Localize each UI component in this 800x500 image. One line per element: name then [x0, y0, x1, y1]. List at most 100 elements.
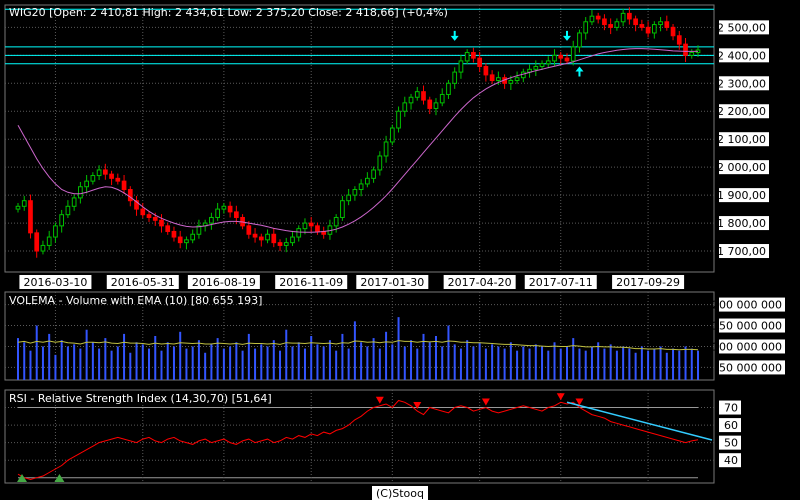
price-candle: [439, 88, 445, 107]
y-tick-label: 1 800,00: [717, 217, 766, 230]
y-tick-box: [719, 244, 769, 259]
candle-body: [545, 60, 551, 65]
candle-body: [71, 197, 77, 207]
y-tick-label: 1 900,00: [717, 189, 766, 202]
candle-body: [483, 66, 489, 76]
candle-body: [152, 216, 158, 221]
price-candle: [165, 222, 171, 235]
candle-body: [583, 21, 589, 34]
price-candle: [471, 47, 476, 63]
rsi-sell-signal: [375, 396, 384, 404]
candle-body: [377, 155, 383, 171]
price-candle: [577, 29, 582, 53]
date-axis: 2016-03-10 2016-05-31 2016-08-19 2016-11-09…: [19, 275, 685, 289]
candle-body: [396, 110, 401, 129]
candle-body: [620, 12, 626, 23]
rsi-y-tick-box: [719, 435, 741, 450]
price-candle: [620, 8, 626, 27]
price-candle: [121, 174, 127, 194]
price-candle: [134, 195, 139, 216]
price-candle: [90, 172, 96, 185]
price-candle: [658, 17, 663, 32]
x-tick-box: [443, 275, 516, 289]
candle-body: [446, 82, 451, 95]
candle-body: [308, 222, 314, 227]
price-candle: [283, 237, 289, 253]
price-candle: [227, 201, 233, 218]
price-candle: [127, 186, 133, 207]
candle-body: [146, 214, 152, 218]
candle-body: [221, 205, 227, 210]
price-candle: [464, 49, 470, 65]
candle-body: [658, 21, 663, 26]
price-candle: [340, 195, 345, 221]
y-tick-label: 2 000,00: [717, 161, 766, 174]
rsi-y-tick-label: 70: [724, 402, 738, 415]
price-candle: [221, 202, 227, 214]
candle-body: [159, 219, 164, 227]
y-tick-box: [719, 188, 769, 203]
price-candle: [539, 60, 545, 70]
candle-body: [34, 232, 40, 252]
x-tick-box: [187, 275, 260, 289]
volume-ema-line: [17, 340, 699, 351]
candle-body: [346, 194, 351, 202]
x-tick-label: 2016-05-31: [111, 276, 175, 289]
candle-body: [427, 99, 433, 109]
price-candle: [346, 188, 351, 206]
candle-body: [28, 200, 33, 234]
candle-body: [508, 79, 514, 84]
candle-body: [21, 200, 27, 207]
x-tick-label: 2016-08-19: [192, 276, 256, 289]
price-candle: [53, 222, 58, 243]
price-panel-title: WIG20 [Open: 2 410,81 High: 2 434,61 Low…: [9, 6, 448, 19]
candle-body: [539, 63, 545, 68]
volume-y-axis: 50 000 000 100 000 000 150 000 000 200 000 …: [712, 297, 785, 375]
price-candle: [614, 18, 620, 31]
candle-body: [177, 236, 183, 244]
price-candle: [190, 229, 196, 244]
price-candle: [371, 166, 376, 183]
price-candle: [102, 163, 108, 180]
price-candle: [246, 221, 252, 239]
price-candle: [352, 186, 358, 201]
rsi-sell-signal: [481, 398, 490, 406]
y-tick-label: 2 500,00: [717, 21, 766, 34]
candle-body: [233, 211, 239, 218]
candle-body: [265, 233, 270, 241]
x-tick-box: [612, 275, 685, 289]
candle-body: [489, 74, 495, 81]
price-candle: [433, 98, 439, 116]
candle-body: [102, 169, 108, 175]
candle-body: [433, 102, 439, 109]
price-candle: [46, 230, 52, 250]
candle-body: [639, 24, 645, 28]
candle-body: [627, 12, 632, 20]
volume-y-tick-label: 200 000 000: [712, 299, 782, 312]
candle-body: [570, 46, 576, 62]
rsi-sell-signal: [556, 393, 565, 401]
price-candle: [140, 202, 146, 219]
rsi-buy-signal: [54, 474, 65, 482]
rsi-panel: RSI - Relative Strength Index (14,30,70)…: [4, 389, 715, 484]
candle-body: [84, 180, 89, 188]
rsi-y-tick-label: 60: [724, 419, 738, 432]
price-candle: [545, 56, 551, 69]
candle-body: [464, 52, 470, 62]
rsi-buy-signal: [17, 474, 27, 482]
candle-body: [670, 26, 676, 37]
y-tick-label: 2 100,00: [717, 133, 766, 146]
price-candle: [414, 86, 420, 101]
candle-body: [602, 18, 607, 26]
candle-body: [302, 222, 308, 230]
rsi-y-tick-box: [719, 418, 741, 433]
rsi-trend-line: [566, 401, 713, 441]
price-candle: [477, 51, 483, 73]
price-candle: [664, 15, 670, 31]
price-candle: [365, 172, 370, 188]
price-candle: [602, 14, 607, 31]
candle-body: [439, 93, 445, 104]
price-candle: [639, 19, 645, 31]
candle-body: [246, 225, 252, 235]
price-candle: [552, 49, 557, 67]
